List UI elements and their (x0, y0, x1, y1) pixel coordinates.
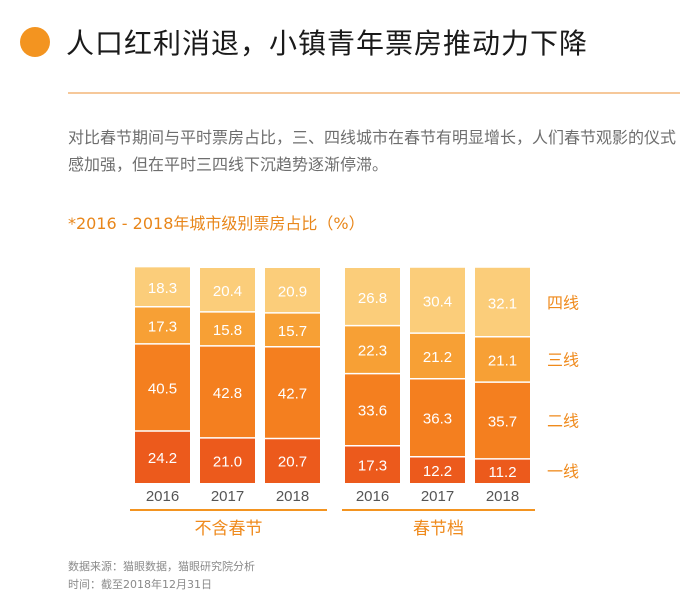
bar-segment (135, 306, 190, 344)
legend-label: 一线 (547, 462, 579, 481)
bar-segment (265, 312, 320, 347)
data-label: 42.8 (213, 385, 242, 402)
data-label: 26.8 (358, 290, 387, 307)
bar-segment (475, 336, 530, 383)
data-label: 12.2 (423, 463, 452, 480)
bar-segment (475, 382, 530, 459)
x-tick-label: 2018 (486, 488, 519, 505)
page-title: 人口红利消退，小镇青年票房推动力下降 (66, 27, 589, 60)
source-text: 数据来源：猫眼数据，猫眼研究院分析 (68, 560, 255, 573)
data-label: 15.7 (278, 323, 307, 340)
group-label: 不含春节 (195, 519, 263, 539)
bar-segment (345, 268, 400, 326)
time-text: 时间：截至2018年12月31日 (68, 578, 212, 591)
bar-segment (265, 268, 320, 313)
data-label: 30.4 (423, 293, 452, 310)
data-label: 40.5 (148, 380, 177, 397)
x-tick-label: 2017 (211, 488, 244, 505)
title-divider (68, 92, 680, 94)
legend-label: 二线 (547, 412, 579, 431)
bar-segment (200, 437, 255, 483)
data-label: 17.3 (358, 457, 387, 474)
chart-title: *2016 - 2018年城市级别票房占比（%） (68, 214, 365, 233)
bar-segment (200, 268, 255, 312)
bar-segment (265, 438, 320, 483)
bar-segment (135, 343, 190, 431)
data-label: 35.7 (488, 414, 517, 431)
bar-segment (200, 345, 255, 438)
bar-segment (135, 267, 190, 307)
data-label: 20.4 (213, 283, 242, 300)
bar-segment (410, 333, 465, 379)
orange-dot-icon (20, 27, 50, 57)
data-label: 20.9 (278, 283, 307, 300)
data-label: 22.3 (358, 343, 387, 360)
x-tick-label: 2017 (421, 488, 454, 505)
bar-segment (345, 373, 400, 446)
data-label: 36.3 (423, 411, 452, 428)
bar-segment (475, 267, 530, 337)
bar-segment (410, 456, 465, 483)
data-label: 17.3 (148, 318, 177, 335)
legend-label: 四线 (547, 293, 579, 312)
bar-segment (135, 430, 190, 483)
bar-segment (265, 346, 320, 439)
source-note: 数据来源：猫眼数据，猫眼研究院分析 时间：截至2018年12月31日 (68, 558, 255, 594)
data-label: 21.2 (423, 349, 452, 366)
x-tick-label: 2018 (276, 488, 309, 505)
data-label: 15.8 (213, 322, 242, 339)
bar-segment (345, 325, 400, 374)
x-tick-label: 2016 (356, 488, 389, 505)
bar-segment (475, 458, 530, 483)
bar-segment (345, 445, 400, 483)
data-label: 21.0 (213, 453, 242, 470)
description: 对比春节期间与平时票房占比，三、四线城市在春节有明显增长，人们春节观影的仪式感加… (68, 128, 677, 174)
data-label: 33.6 (358, 403, 387, 420)
data-label: 42.7 (278, 386, 307, 403)
bar-segment (410, 267, 465, 334)
legend-label: 三线 (547, 350, 579, 369)
data-label: 24.2 (148, 450, 177, 467)
data-label: 18.3 (148, 280, 177, 297)
group-label: 春节档 (413, 519, 464, 539)
bar-segment (410, 378, 465, 457)
data-label: 20.7 (278, 454, 307, 471)
x-tick-label: 2016 (146, 488, 179, 505)
bar-segment (200, 311, 255, 346)
data-label: 21.1 (488, 352, 517, 369)
data-label: 32.1 (488, 295, 517, 312)
header: 人口红利消退，小镇青年票房推动力下降 (20, 22, 588, 62)
data-label: 11.2 (488, 464, 516, 481)
